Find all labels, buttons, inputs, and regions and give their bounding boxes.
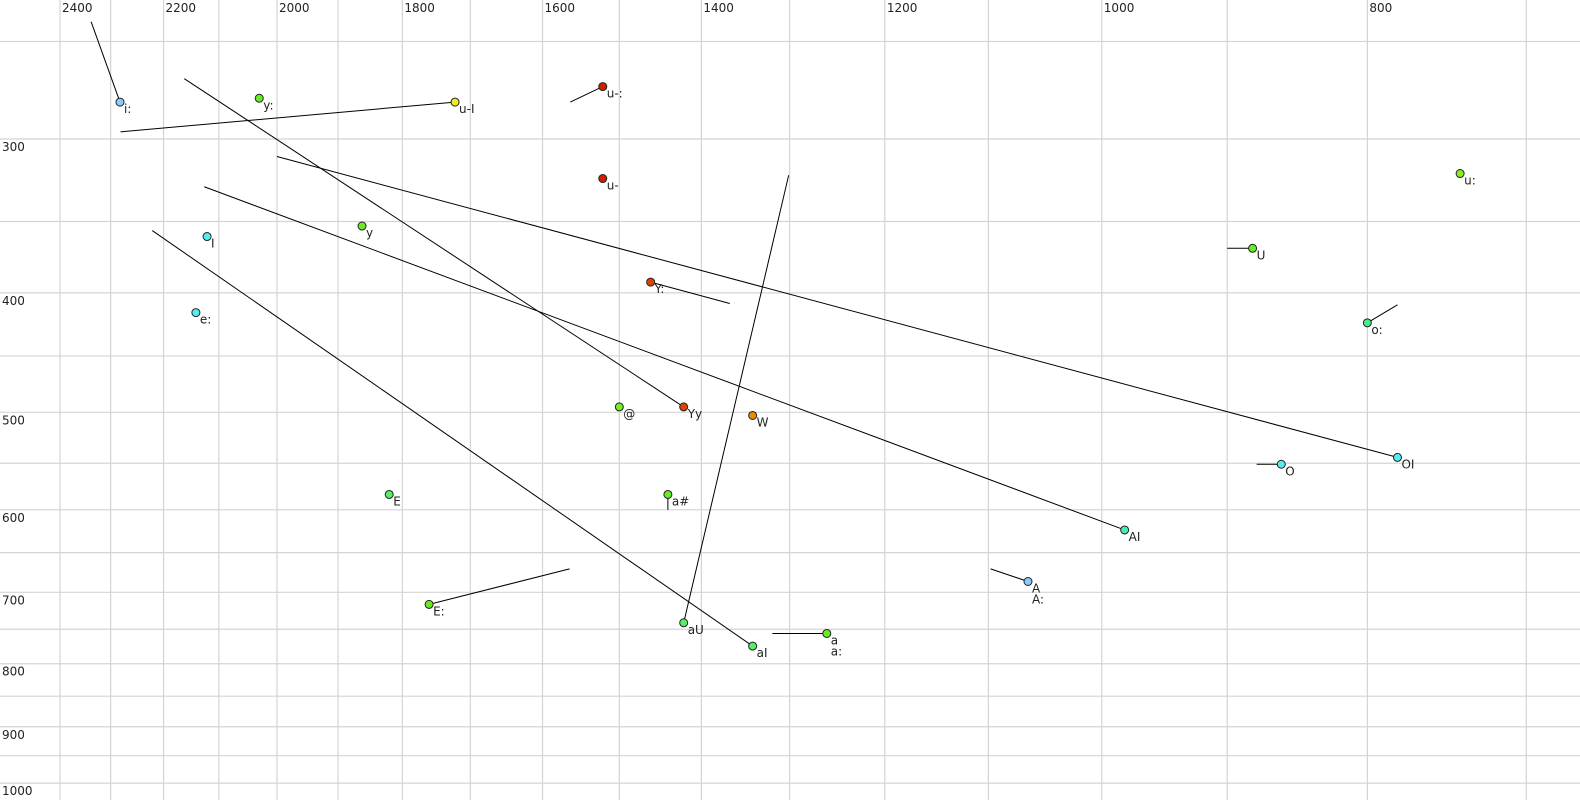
vowel-point: [1455, 169, 1465, 179]
trajectory-line: [276, 156, 1398, 458]
vowel-point: [1023, 576, 1033, 586]
vowel-point: [191, 308, 201, 318]
vowel-point: [679, 618, 689, 628]
x-tick-label: 1000: [1104, 1, 1135, 15]
vowel-point: [1120, 525, 1130, 535]
y-tick-label: 300: [2, 140, 25, 154]
vowel-point: [1276, 459, 1286, 469]
vowel-point: [598, 174, 608, 184]
vowel-label: W: [757, 415, 769, 429]
x-tick-label: 1800: [404, 1, 435, 15]
vowel-label: o:: [1371, 323, 1382, 337]
vowel-point: [450, 97, 460, 107]
x-tick-label: 2200: [166, 1, 197, 15]
vowel-label: I: [211, 237, 215, 251]
y-tick-label: 900: [2, 728, 25, 742]
axis-ticks: 2400 2200 2000 1800 1600 1400 1200 1000 800 300 40…: [2, 1, 1392, 798]
trajectory-line: [650, 281, 730, 304]
vowel-label: O: [1285, 464, 1294, 478]
vowel-label: Y:: [654, 282, 665, 296]
vowel-point: [614, 402, 624, 412]
vowel-label: OI: [1401, 457, 1414, 471]
trajectory-line: [151, 230, 753, 647]
y-tick-label: 1000: [2, 784, 33, 798]
y-tick-label: 800: [2, 665, 25, 679]
vowel-point: [598, 82, 608, 92]
vowel-label: A:: [1032, 592, 1044, 606]
vowel-label: a#: [672, 494, 689, 508]
vowel-label: u-: [607, 179, 619, 193]
vowel-label: e:: [200, 313, 211, 327]
vowel-point: [115, 97, 125, 107]
vowel-label: u-I: [459, 102, 474, 116]
vowel-label: @: [623, 407, 635, 421]
y-tick-label: 500: [2, 413, 25, 427]
vowel-point: [254, 93, 264, 103]
x-tick-label: 1600: [545, 1, 576, 15]
vowel-label: AI: [1129, 530, 1141, 544]
x-tick-label: 2000: [279, 1, 310, 15]
vowel-point: [748, 410, 758, 420]
vowel-label: E:: [433, 604, 445, 618]
vowel-label: E: [393, 494, 401, 508]
vowel-point: [357, 221, 367, 231]
vowel-label: u:: [1464, 174, 1476, 188]
trajectory-line: [204, 186, 1125, 531]
trajectory-line: [683, 175, 790, 623]
vowel-point: [202, 232, 212, 242]
trajectory-line: [570, 86, 603, 103]
vowel-point: [679, 402, 689, 412]
trajectory-line: [184, 78, 684, 408]
vowel-point: [1392, 452, 1402, 462]
vowel-label: u-:: [607, 87, 623, 101]
vowel-label: U: [1257, 248, 1266, 262]
vowel-label: a:: [831, 644, 842, 658]
vowel-point: [424, 599, 434, 609]
trajectory-line: [1367, 304, 1398, 324]
vowel-label: y:: [263, 98, 273, 112]
vowel-point: [1362, 318, 1372, 328]
vowel-point: [1248, 243, 1258, 253]
trajectory-line: [120, 101, 456, 133]
vowel-label: i:: [124, 102, 131, 116]
vowel-label: y: [366, 226, 373, 240]
y-tick-label: 700: [2, 593, 25, 607]
vowel-point: [748, 641, 758, 651]
x-tick-label: 800: [1369, 1, 1392, 15]
x-tick-label: 1200: [887, 1, 918, 15]
trajectory-line: [990, 568, 1029, 582]
vowel-label: aU: [688, 623, 704, 637]
points: i: y: u-I u-: u-u: Iy U Y: e: o: @ Yy W OI O E a# AI AA: E:…: [115, 82, 1476, 660]
vowel-label: Yy: [687, 407, 702, 421]
vowel-label: aI: [757, 646, 768, 660]
vowel-point: [646, 277, 656, 287]
trajectory-line: [90, 21, 121, 103]
vowel-point: [822, 628, 832, 638]
trajectory-line: [428, 568, 570, 605]
vowel-point: [384, 489, 394, 499]
vowel-point: [663, 489, 673, 499]
vowel-label: A: [1032, 581, 1041, 595]
vowel-label: a: [831, 633, 838, 647]
y-tick-label: 600: [2, 511, 25, 525]
x-tick-label: 1400: [703, 1, 734, 15]
x-tick-label: 2400: [62, 1, 93, 15]
y-tick-label: 400: [2, 294, 25, 308]
